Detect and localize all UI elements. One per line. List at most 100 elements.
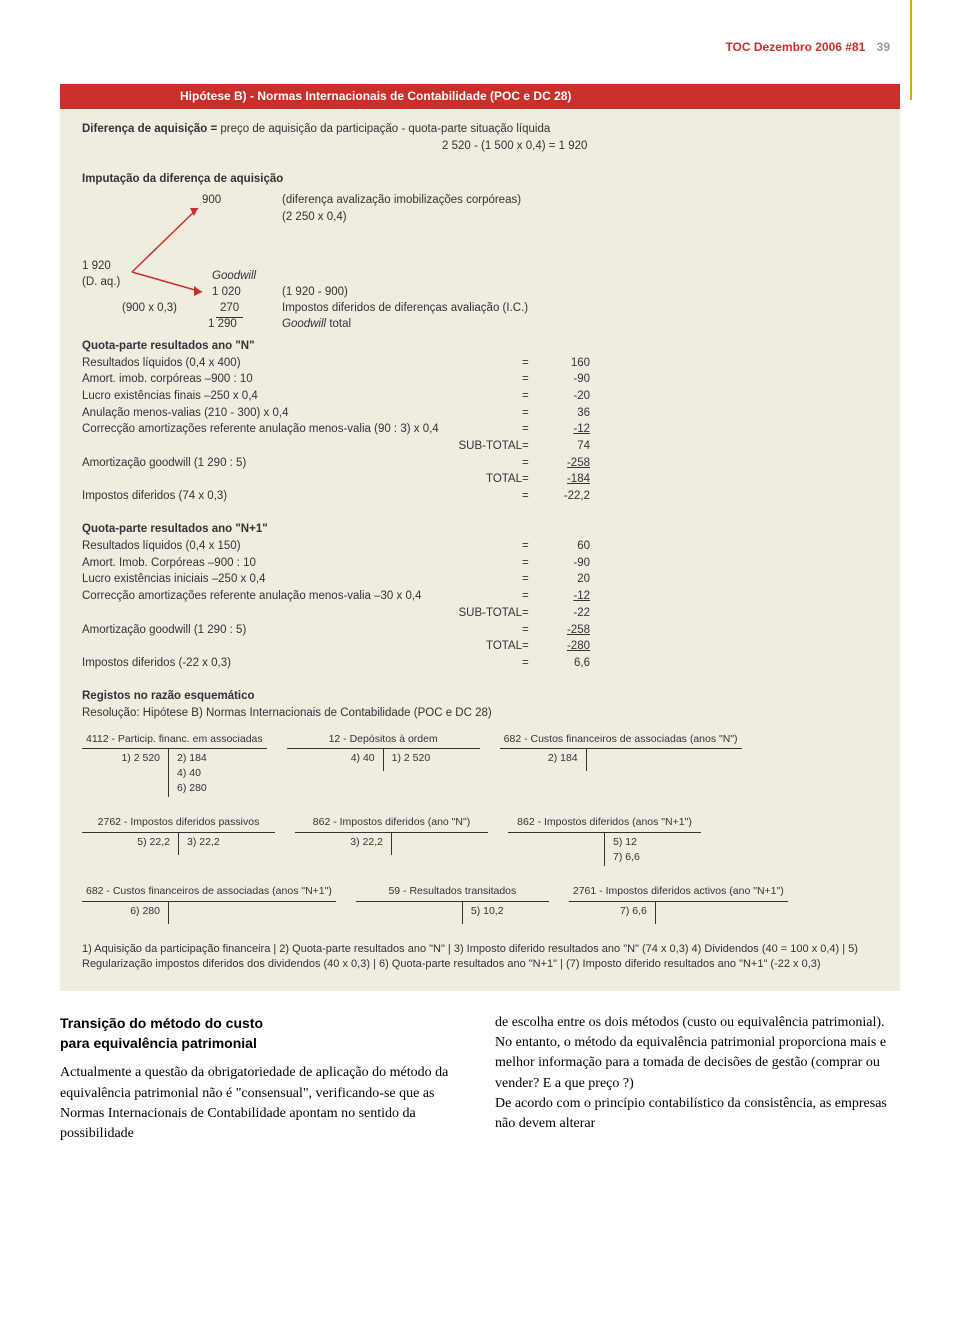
t-account-debit: 7) 6,6 — [569, 902, 656, 924]
t-account-debit — [356, 902, 463, 924]
t-account-title: 862 - Impostos diferidos (anos "N+1") — [508, 815, 701, 833]
t-account-debit: 2) 184 — [500, 749, 587, 771]
equals-sign: = — [522, 488, 540, 505]
calc-label: Correcção amortizações referente anulaçã… — [82, 588, 522, 605]
imp-900: 900 — [202, 192, 221, 209]
calc-value: -20 — [540, 388, 590, 405]
calc-row: Anulação menos-valias (210 - 300) x 0,4=… — [82, 405, 878, 422]
equals-sign: = — [522, 588, 540, 605]
t-account-debit: 5) 22,2 — [82, 833, 179, 855]
calc-value: -12 — [540, 421, 590, 438]
equals-sign: = — [522, 371, 540, 388]
calc-value: 60 — [540, 538, 590, 555]
imp-1020: 1 020 — [212, 284, 241, 301]
calc-value: 74 — [540, 438, 590, 455]
calc-label: Resultados líquidos (0,4 x 150) — [82, 538, 522, 555]
qpN1-rows: Resultados líquidos (0,4 x 150)=60Amort.… — [82, 538, 878, 671]
t-account: 59 - Resultados transitados 5) 10,2 — [356, 884, 549, 924]
t-account-body: 7) 6,6 — [569, 902, 788, 924]
registos-sub: Resolução: Hipótese B) Normas Internacio… — [82, 705, 878, 722]
equals-sign: = — [522, 655, 540, 672]
t-accounts-row-1: 4112 - Particip. financ. em associadas1)… — [82, 732, 878, 798]
equals-sign: = — [522, 538, 540, 555]
calc-row: Correcção amortizações referente anulaçã… — [82, 421, 878, 438]
calc-value: -12 — [540, 588, 590, 605]
calc-row: TOTAL=-280 — [82, 638, 878, 655]
calc-label: Amort. imob. corpóreas –900 : 10 — [82, 371, 522, 388]
article-left-col: Transição do método do custo para equiva… — [60, 1013, 465, 1145]
article-right-text: de escolha entre os dois métodos (custo … — [495, 1013, 900, 1135]
calc-value: -22,2 — [540, 488, 590, 505]
imput-title: Imputação da diferença de aquisição — [82, 171, 878, 188]
equals-sign: = — [522, 471, 540, 488]
t-account: 2762 - Impostos diferidos passivos5) 22,… — [82, 815, 275, 866]
equals-sign: = — [522, 571, 540, 588]
calc-value: -90 — [540, 555, 590, 572]
imp-1020-desc: (1 920 - 900) — [282, 284, 348, 301]
qpN-title: Quota-parte resultados ano "N" — [82, 338, 878, 355]
calc-label: Lucro existências iniciais –250 x 0,4 — [82, 571, 522, 588]
calc-value: 36 — [540, 405, 590, 422]
t-account-credit — [587, 749, 673, 771]
calc-row: TOTAL=-184 — [82, 471, 878, 488]
t-account-title: 4112 - Particip. financ. em associadas — [82, 732, 267, 750]
header: TOC Dezembro 2006 #81 39 — [60, 40, 900, 54]
calc-value: 160 — [540, 355, 590, 372]
t-account: 862 - Impostos diferidos (anos "N+1") 5)… — [508, 815, 701, 866]
t-account: 682 - Custos financeiros de associadas (… — [500, 732, 742, 798]
article-columns: Transição do método do custo para equiva… — [60, 1013, 900, 1145]
t-account: 2761 - Impostos diferidos activos (ano "… — [569, 884, 788, 924]
t-account-credit: 2) 1844) 406) 280 — [169, 749, 255, 797]
calc-label: Amortização goodwill (1 290 : 5) — [82, 622, 522, 639]
calc-row: SUB-TOTAL=74 — [82, 438, 878, 455]
t-account-body: 4) 401) 2 520 — [287, 749, 480, 771]
footnote: 1) Aquisição da participação financeira … — [82, 942, 878, 973]
equals-sign: = — [522, 622, 540, 639]
goodwill-label: Goodwill — [212, 268, 256, 285]
t-account-debit — [508, 833, 605, 866]
calc-row: Impostos diferidos (74 x 0,3)=-22,2 — [82, 488, 878, 505]
article-heading: Transição do método do custo para equiva… — [60, 1013, 465, 1054]
t-account-debit: 6) 280 — [82, 902, 169, 924]
calc-row: Amortização goodwill (1 290 : 5)=-258 — [82, 455, 878, 472]
imputation-diagram: 900 (diferença avalização imobilizações … — [82, 188, 878, 338]
calc-row: Resultados líquidos (0,4 x 400)=160 — [82, 355, 878, 372]
t-account: 682 - Custos financeiros de associadas (… — [82, 884, 336, 924]
t-account-credit — [392, 833, 488, 855]
imp-900-desc: (diferença avalização imobilizações corp… — [282, 192, 521, 225]
qpN1-title: Quota-parte resultados ano "N+1" — [82, 521, 878, 538]
t-account-body: 5) 10,2 — [356, 902, 549, 924]
imp-900x: (900 x 0,3) — [122, 300, 177, 317]
page: TOC Dezembro 2006 #81 39 Hipótese B) - N… — [0, 0, 960, 1175]
imp-1290-desc: Goodwill Goodwill total total — [282, 316, 351, 333]
calc-row: Amort. Imob. Corpóreas –900 : 10=-90 — [82, 555, 878, 572]
calc-row: Resultados líquidos (0,4 x 150)=60 — [82, 538, 878, 555]
t-account-title: 2762 - Impostos diferidos passivos — [82, 815, 275, 833]
t-account: 862 - Impostos diferidos (ano "N")3) 22,… — [295, 815, 488, 866]
worked-example-box: Hipótese B) - Normas Internacionais de C… — [60, 84, 900, 991]
calc-value: -22 — [540, 605, 590, 622]
calc-label: Impostos diferidos (74 x 0,3) — [82, 488, 522, 505]
calc-row: Amortização goodwill (1 290 : 5)=-258 — [82, 622, 878, 639]
decorative-border — [910, 0, 912, 100]
t-account-body: 5) 127) 6,6 — [508, 833, 701, 866]
calc-row: Lucro existências finais –250 x 0,4=-20 — [82, 388, 878, 405]
t-account-body: 6) 280 — [82, 902, 336, 924]
qpN-rows: Resultados líquidos (0,4 x 400)=160Amort… — [82, 355, 878, 505]
calc-label: SUB-TOTAL — [82, 605, 522, 622]
diff-aquisicao: Diferença de aquisição = preço de aquisi… — [82, 121, 878, 154]
imp-1290: 1 290 — [208, 316, 237, 333]
issue-label: TOC Dezembro 2006 #81 — [725, 40, 865, 54]
registos-title: Registos no razão esquemático — [82, 688, 878, 705]
t-account-title: 59 - Resultados transitados — [356, 884, 549, 902]
calc-label: Amortização goodwill (1 290 : 5) — [82, 455, 522, 472]
calc-label: Impostos diferidos (-22 x 0,3) — [82, 655, 522, 672]
calc-value: 20 — [540, 571, 590, 588]
imp-270-desc: Impostos diferidos de diferenças avaliaç… — [282, 300, 528, 317]
t-account-body: 1) 2 5202) 1844) 406) 280 — [82, 749, 267, 797]
example-banner: Hipótese B) - Normas Internacionais de C… — [60, 84, 900, 109]
calc-value: -184 — [540, 471, 590, 488]
equals-sign: = — [522, 355, 540, 372]
calc-label: TOTAL — [82, 638, 522, 655]
calc-row: Amort. imob. corpóreas –900 : 10=-90 — [82, 371, 878, 388]
